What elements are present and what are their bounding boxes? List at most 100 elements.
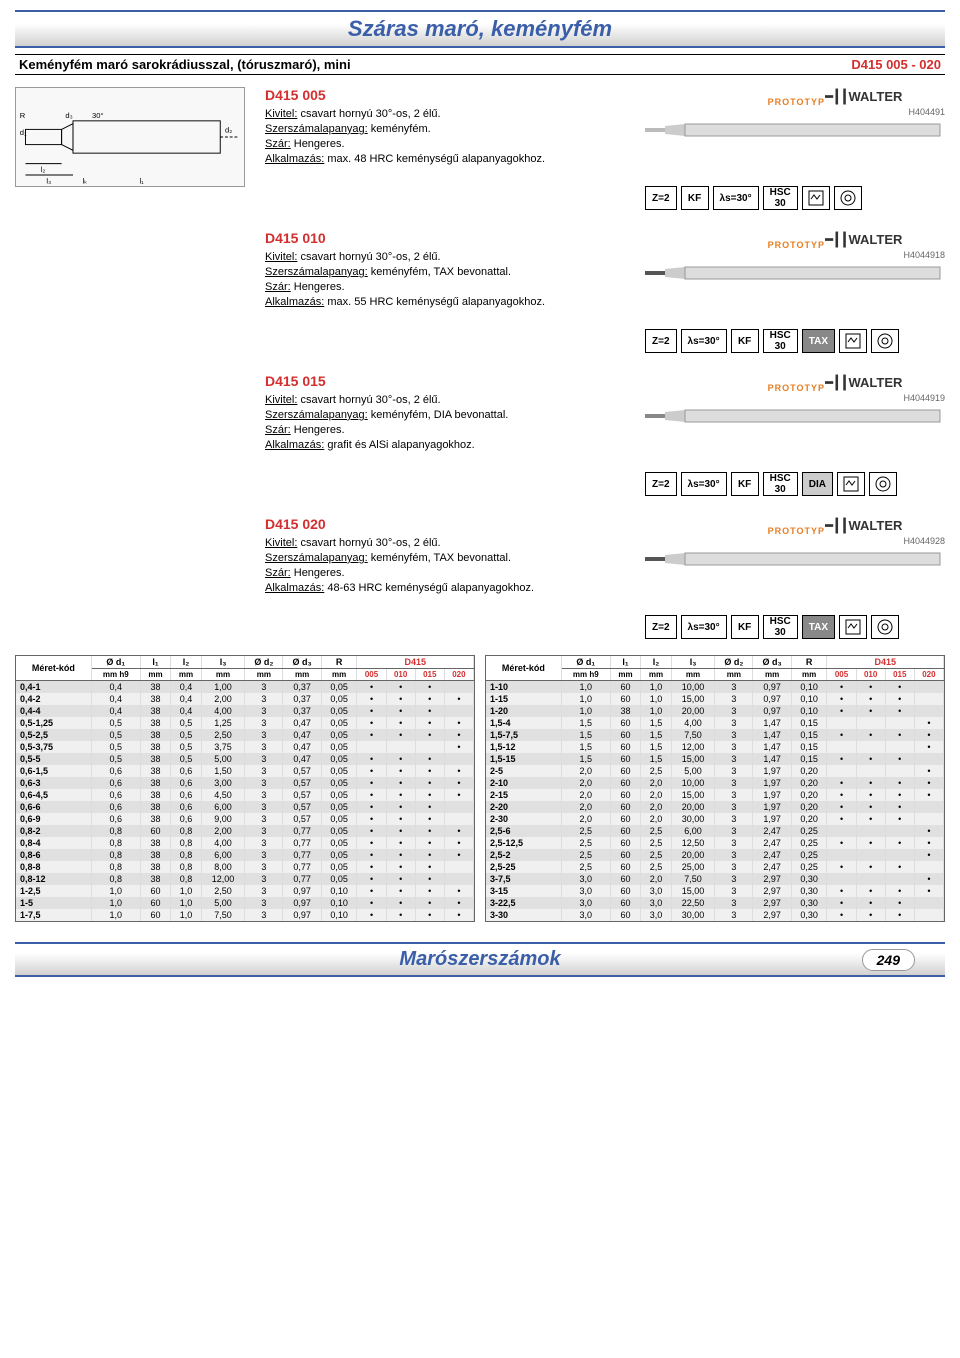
product-desc: Kivitel: csavart hornyú 30°-os, 2 élű.Sz… [265,250,635,309]
tables-row: Méret-kódØ d₁l₁l₂l₃Ø d₂Ø d₃RD415mm h9mmm… [15,655,945,922]
table-row: 2,5-252,5602,525,0032,470,25••• [486,861,944,873]
circle-icon [834,186,862,210]
footer-title: Marószerszámok [399,948,560,971]
badge-row: Z=2λs=30°KFHSC30TAX [645,329,945,353]
badge: λs=30° [713,186,759,210]
brand-block: ━┃┃WALTER PROTOTYP H4044928 [645,516,945,546]
table-left-wrap: Méret-kódØ d₁l₁l₂l₃Ø d₂Ø d₃RD415mm h9mmm… [15,655,475,922]
badge: KF [731,615,759,639]
tool-diagram: d₁ R d₃ d₂ 30° l₂ l₃ lₖ l₁ [15,87,245,187]
product-block-3: D415 020Kivitel: csavart hornyú 30°-os, … [15,512,945,643]
badge: HSC30 [763,186,798,210]
page-title: Száras maró, keményfém [15,16,945,42]
table-row: 1-51,0601,05,0030,970,10•••• [16,897,474,909]
table-row: 1,5-121,5601,512,0031,470,15• [486,741,944,753]
table-row: 0,5-50,5380,55,0030,470,05••• [16,753,474,765]
table-row: 2-52,0602,55,0031,970,20• [486,765,944,777]
subtitle-left: Keményfém maró sarokrádiusszal, (tóruszm… [19,57,351,72]
svg-text:lₖ: lₖ [83,177,88,186]
table-row: 3-7,53,0602,07,5032,970,30• [486,873,944,885]
table-row: 0,6-4,50,6380,64,5030,570,05•••• [16,789,474,801]
table-row: 0,4-10,4380,41,0030,370,05••• [16,681,474,694]
circle-icon [869,472,897,496]
table-row: 3-22,53,0603,022,5032,970,30••• [486,897,944,909]
product-code: D415 015 [265,373,635,389]
product-block-2: D415 015 Kivitel: csavart hornyú 30°-os, … [15,369,945,500]
table-row: 0,6-1,50,6380,61,5030,570,05•••• [16,765,474,777]
table-row: 0,6-60,6380,66,0030,570,05••• [16,801,474,813]
brand-block: ━┃┃WALTER PROTOTYP H404491 [645,87,945,117]
table-row: 1-201,0381,020,0030,970,10••• [486,705,944,717]
table-row: 1-101,0601,010,0030,970,10••• [486,681,944,694]
tool-image [645,409,945,423]
badge: KF [731,329,759,353]
table-row: 2-152,0602,015,0031,970,20•••• [486,789,944,801]
table-row: 0,5-1,250,5380,51,2530,470,05•••• [16,717,474,729]
table-row: 0,6-30,6380,63,0030,570,05•••• [16,777,474,789]
svg-text:30°: 30° [92,111,103,120]
mill-icon [837,472,865,496]
mill-icon [839,615,867,639]
badge-dia: DIA [802,472,833,496]
table-row: 2,5-12,52,5602,512,5032,470,25•••• [486,837,944,849]
brand-block: ━┃┃WALTER PROTOTYP H4044918 [645,230,945,260]
tool-image [645,266,945,280]
badge-row: Z=2KFλs=30°HSC30 [645,186,945,210]
svg-text:d₃: d₃ [65,111,72,120]
table-row: 3-303,0603,030,0032,970,30••• [486,909,944,921]
table-row: 1-151,0601,015,0030,970,10••• [486,693,944,705]
table-right-wrap: Méret-kódØ d₁l₁l₂l₃Ø d₂Ø d₃RD415mm h9mmm… [485,655,945,922]
badge-row: Z=2λs=30°KFHSC30TAX [645,615,945,639]
badge: HSC30 [763,615,798,639]
table-row: 1,5-7,51,5601,57,5031,470,15•••• [486,729,944,741]
table-row: 1,5-41,5601,54,0031,470,15• [486,717,944,729]
badge: KF [731,472,759,496]
table-row: 0,8-40,8380,84,0030,770,05•••• [16,837,474,849]
table-row: 2-102,0602,010,0031,970,20•••• [486,777,944,789]
table-row: 1,5-151,5601,515,0031,470,15••• [486,753,944,765]
badge-tax: TAX [802,615,835,639]
svg-text:━┃┃WALTER: ━┃┃WALTER [825,88,903,105]
svg-text:━┃┃WALTER: ━┃┃WALTER [825,517,903,534]
subtitle-row: Keményfém maró sarokrádiusszal, (tóruszm… [15,54,945,75]
table-row: 2-202,0602,020,0031,970,20••• [486,801,944,813]
svg-text:l₁: l₁ [140,177,145,186]
badge: Z=2 [645,615,677,639]
badge: HSC30 [763,472,798,496]
badge: λs=30° [681,329,727,353]
table-row: 0,8-60,8380,86,0030,770,05•••• [16,849,474,861]
brand-block: ━┃┃WALTER PROTOTYP H4044919 [645,373,945,403]
tool-image [645,123,945,137]
svg-text:d₂: d₂ [225,125,232,134]
table-row: 0,4-40,4380,44,0030,370,05••• [16,705,474,717]
badge: λs=30° [681,472,727,496]
table-row: 0,8-20,8600,82,0030,770,05•••• [16,825,474,837]
svg-text:━┃┃WALTER: ━┃┃WALTER [825,374,903,391]
product-desc: Kivitel: csavart hornyú 30°-os, 2 élű.Sz… [265,393,635,452]
badge: HSC30 [763,329,798,353]
circle-icon [871,329,899,353]
table-row: 0,5-3,750,5380,53,7530,470,05• [16,741,474,753]
product-code: D415 010 [265,230,635,246]
badge: Z=2 [645,329,677,353]
table-row: 1-7,51,0601,07,5030,970,10•••• [16,909,474,921]
svg-text:l₃: l₃ [46,177,51,186]
svg-text:d₁: d₁ [20,128,27,137]
table-row: 0,5-2,50,5380,52,5030,470,05•••• [16,729,474,741]
tool-image [645,552,945,566]
subtitle-right: D415 005 - 020 [851,57,941,72]
mill-icon [802,186,830,210]
product-code: D415 020 [265,516,635,532]
product-code: D415 005 [265,87,635,103]
product-block-1: D415 010 Kivitel: csavart hornyú 30°-os, … [15,226,945,357]
product-block-0: d₁ R d₃ d₂ 30° l₂ l₃ lₖ l₁ D415 005 Kivit… [15,83,945,214]
table-row: 0,4-20,4380,42,0030,370,05•••• [16,693,474,705]
table-row: 0,8-120,8380,812,0030,770,05••• [16,873,474,885]
badge: λs=30° [681,615,727,639]
table-row: 0,8-80,8380,88,0030,770,05••• [16,861,474,873]
table-row: 3-153,0603,015,0032,970,30•••• [486,885,944,897]
badge-row: Z=2λs=30°KFHSC30DIA [645,472,945,496]
footer: Marószerszámok 249 [15,942,945,977]
product-desc: Kivitel: csavart hornyú 30°-os, 2 élű.Sz… [265,107,635,166]
table-row: 0,6-90,6380,69,0030,570,05••• [16,813,474,825]
